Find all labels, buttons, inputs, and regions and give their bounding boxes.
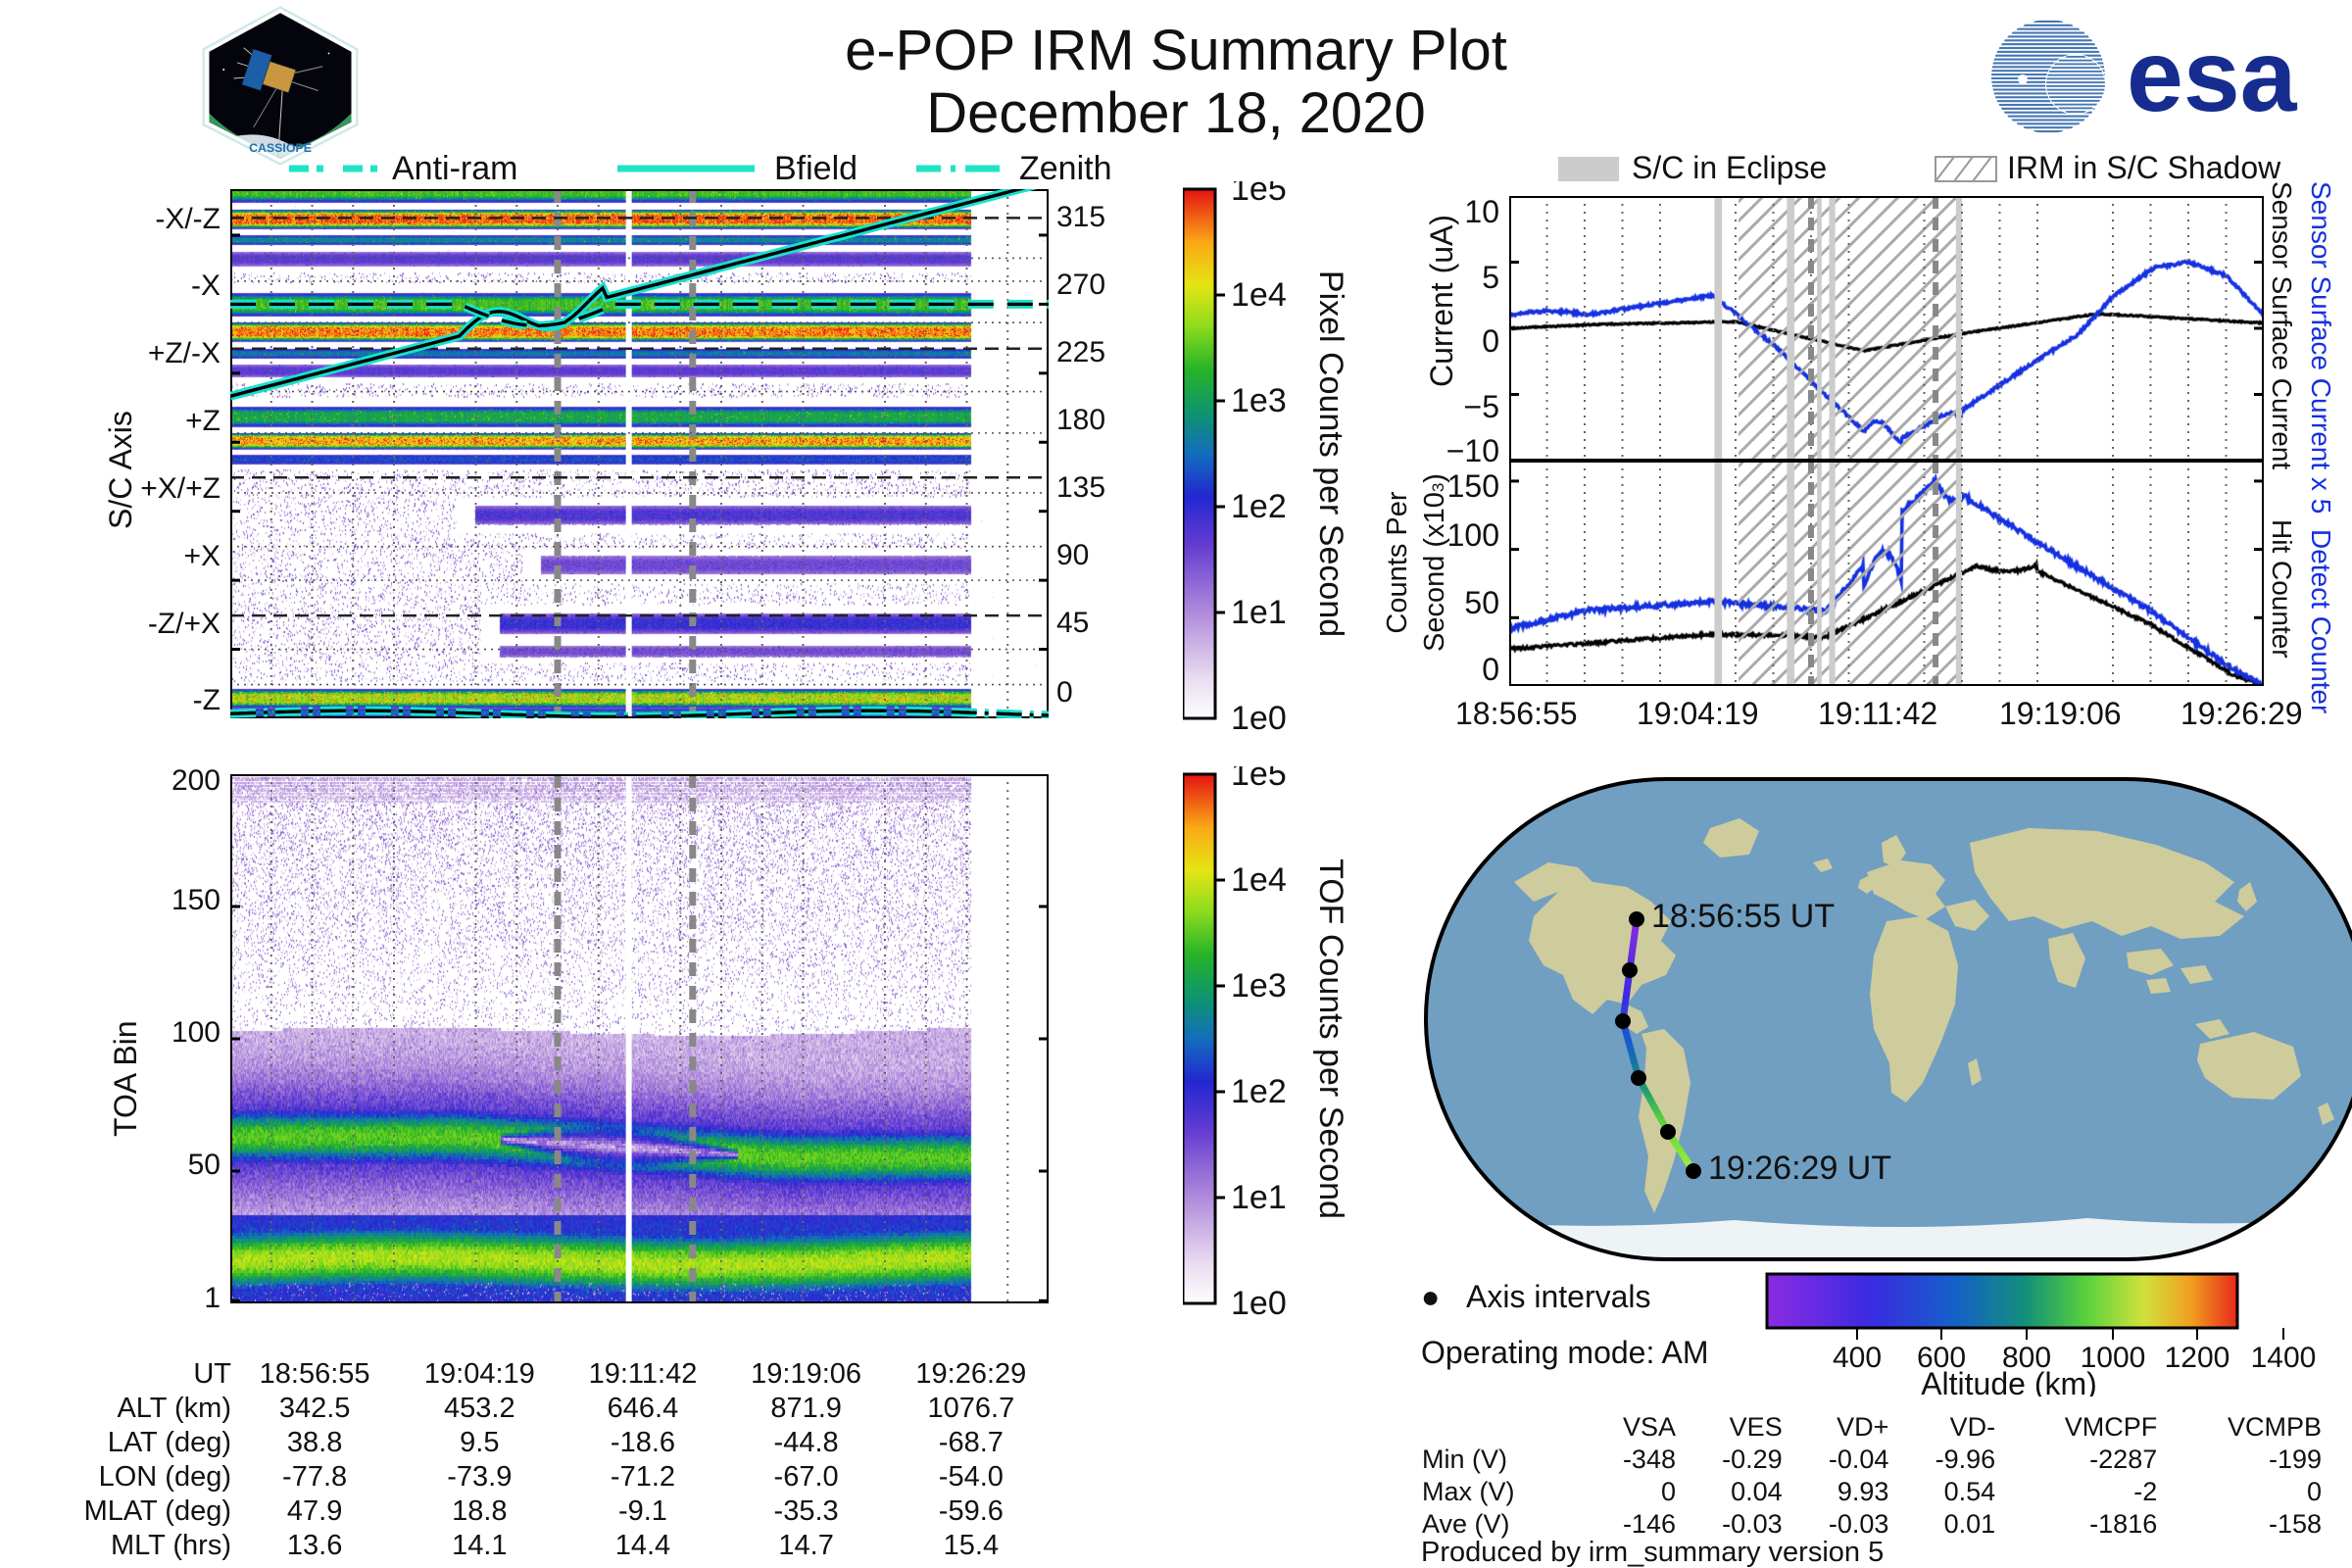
svg-text:1400: 1400 xyxy=(2251,1342,2317,1374)
svg-text:1e0: 1e0 xyxy=(1231,1285,1287,1315)
svg-text:1e0: 1e0 xyxy=(1231,700,1287,730)
svg-text:1e5: 1e5 xyxy=(1231,181,1287,208)
svg-text:1e2: 1e2 xyxy=(1231,488,1287,525)
svg-text:400: 400 xyxy=(1833,1342,1882,1374)
svg-text:Altitude (km): Altitude (km) xyxy=(1921,1366,2097,1396)
svg-text:Zenith: Zenith xyxy=(1019,150,1112,187)
svg-text:1e1: 1e1 xyxy=(1231,1179,1287,1216)
svg-text:1e4: 1e4 xyxy=(1231,276,1287,314)
svg-text:IRM in S/C Shadow: IRM in S/C Shadow xyxy=(2007,150,2281,185)
svg-text:esa: esa xyxy=(2127,20,2298,133)
svg-text:1e4: 1e4 xyxy=(1231,861,1287,899)
svg-text:18:56:55 UT: 18:56:55 UT xyxy=(1651,898,1835,935)
svg-text:S/C in Eclipse: S/C in Eclipse xyxy=(1632,150,1827,185)
svg-text:1e5: 1e5 xyxy=(1231,766,1287,793)
svg-text:1e3: 1e3 xyxy=(1231,382,1287,419)
svg-text:Pixel Counts per Second: Pixel Counts per Second xyxy=(1312,270,1349,637)
svg-text:1200: 1200 xyxy=(2165,1342,2230,1374)
svg-text:19:26:29 UT: 19:26:29 UT xyxy=(1708,1150,1891,1187)
svg-text:1e2: 1e2 xyxy=(1231,1073,1287,1110)
svg-text:1e3: 1e3 xyxy=(1231,967,1287,1004)
svg-text:Bfield: Bfield xyxy=(774,150,858,187)
svg-text:Anti-ram: Anti-ram xyxy=(392,150,517,187)
svg-text:TOF Counts per Second: TOF Counts per Second xyxy=(1312,858,1349,1219)
svg-text:1e1: 1e1 xyxy=(1231,594,1287,631)
